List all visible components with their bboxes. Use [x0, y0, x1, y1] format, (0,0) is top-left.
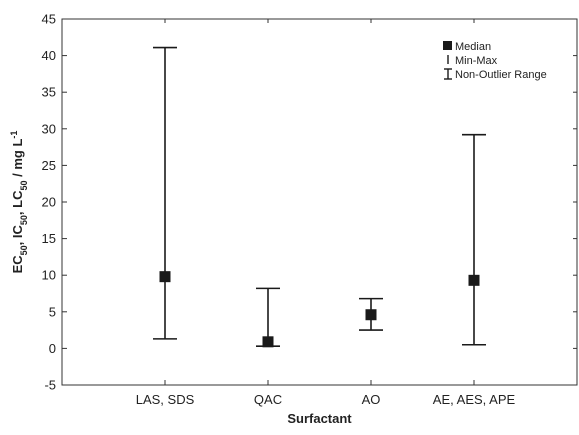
y-tick-label: 25 — [42, 158, 56, 173]
y-tick-label: 15 — [42, 231, 56, 246]
y-tick-label: 40 — [42, 48, 56, 63]
y-tick-label: 10 — [42, 268, 56, 283]
y-tick-label: -5 — [44, 378, 56, 393]
y-tick-label: 5 — [49, 304, 56, 319]
median-marker — [468, 274, 480, 286]
x-tick-label: LAS, SDS — [136, 392, 195, 407]
y-tick-label: 45 — [42, 12, 56, 27]
x-tick-label: AO — [362, 392, 381, 407]
legend-item-non-outlier-range: Non-Outlier Range — [455, 69, 547, 81]
median-marker — [262, 336, 274, 348]
legend-item-min-max: Min-Max — [455, 55, 498, 67]
y-tick-label: 20 — [42, 195, 56, 210]
y-axis-title: EC50, IC50, LC50 / mg L-1 — [9, 131, 29, 274]
legend-item-median: Median — [455, 41, 491, 53]
x-axis-title: Surfactant — [287, 411, 352, 426]
x-tick-label: AE, AES, APE — [433, 392, 516, 407]
y-tick-label: 30 — [42, 121, 56, 136]
x-tick-label: QAC — [254, 392, 282, 407]
y-tick-label: 35 — [42, 85, 56, 100]
median-marker — [159, 271, 171, 283]
y-tick-label: 0 — [49, 341, 56, 356]
median-marker — [365, 309, 377, 321]
legend-median-swatch — [443, 41, 452, 50]
